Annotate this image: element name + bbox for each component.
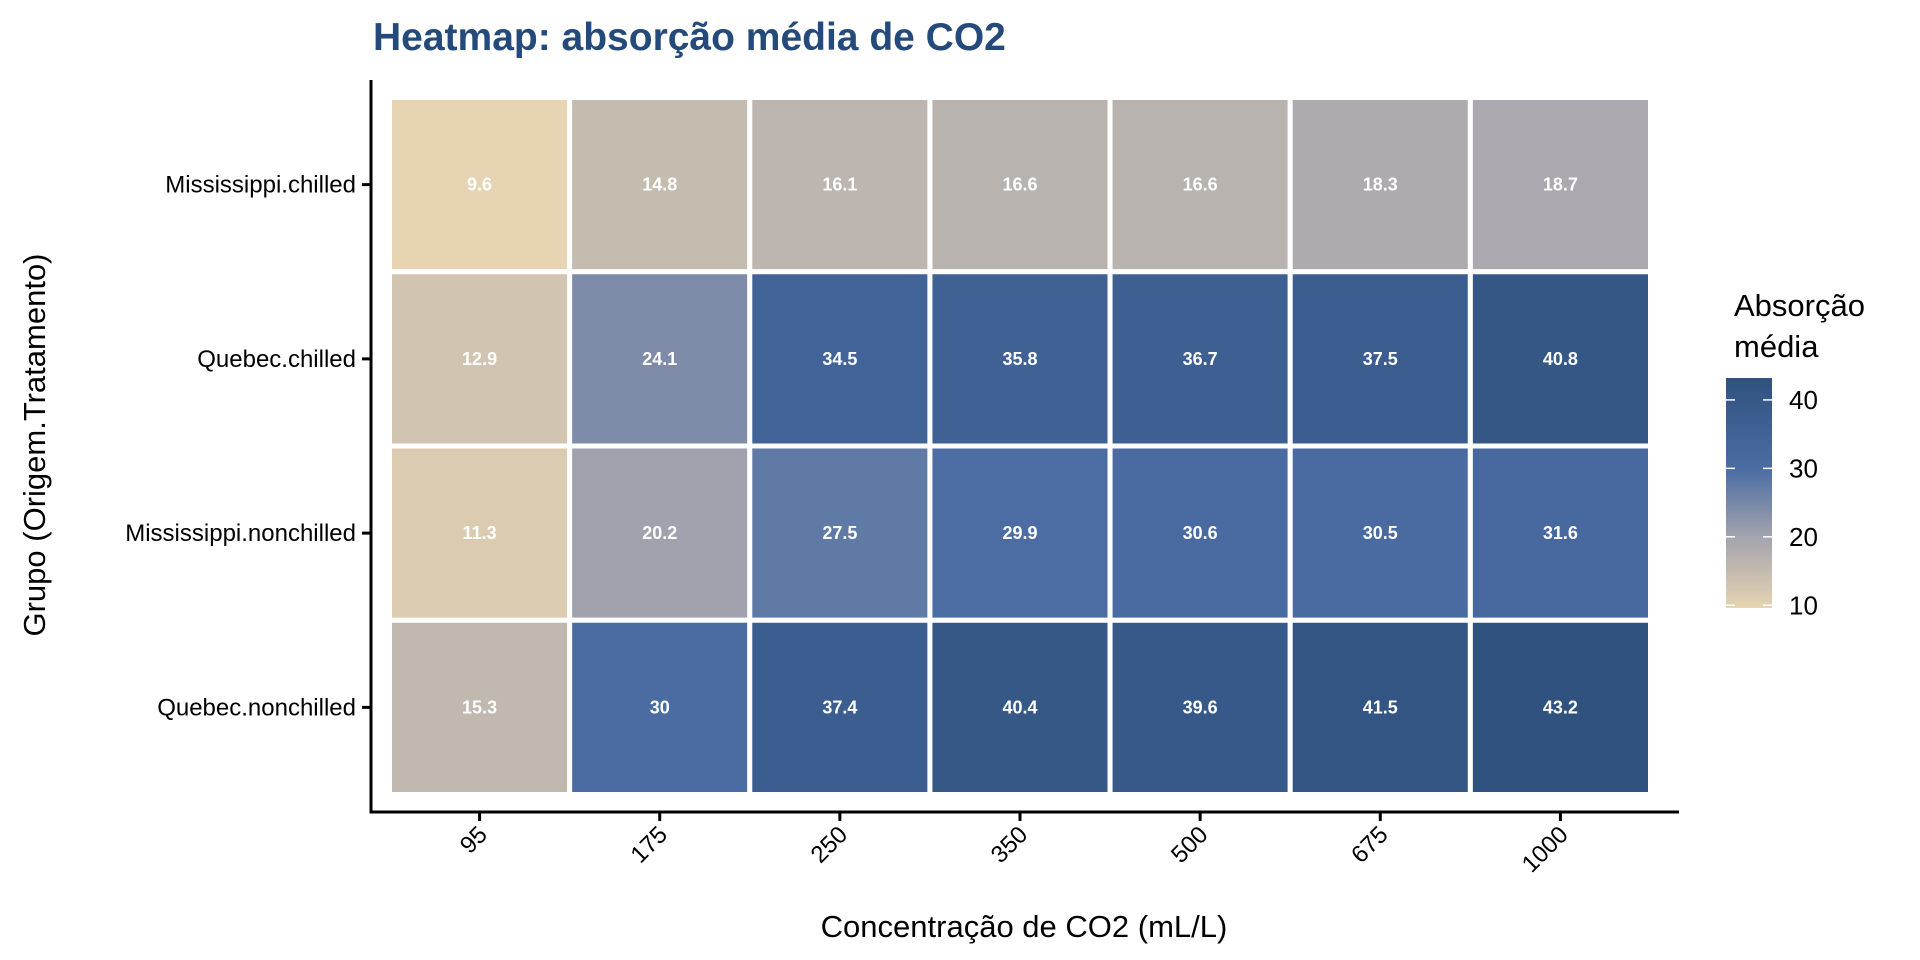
y-tick-label: Mississippi.nonchilled <box>125 520 356 547</box>
y-axis-ticks: Mississippi.chilled Quebec.chilled Mississ… <box>125 172 370 721</box>
cell-value-label: 11.3 <box>463 523 497 543</box>
x-tick-label: 500 <box>1166 821 1213 868</box>
legend-title-line-2: média <box>1734 329 1819 364</box>
cell-value-label: 29.9 <box>1002 523 1037 543</box>
heatmap-tile <box>747 269 933 449</box>
cell-value-label: 40.8 <box>1543 349 1578 369</box>
heatmap-tile <box>747 443 933 623</box>
heatmap-cell-labels: 9.6 14.8 16.1 16.6 16.6 18.3 18.7 12.9 24.1 34.5 3… <box>462 175 1578 718</box>
heatmap-tile <box>1287 443 1473 623</box>
cell-value-label: 18.7 <box>1543 175 1578 195</box>
cell-value-label: 15.3 <box>462 697 497 717</box>
x-tick-label: 250 <box>806 821 853 868</box>
x-axis-ticks: 95 175 250 350 500 675 1000 <box>455 813 1574 878</box>
x-tick-label: 675 <box>1346 821 1393 868</box>
heatmap-tile <box>387 617 573 797</box>
cell-value-label: 35.8 <box>1002 349 1037 369</box>
chart-title: Heatmap: absorção média de CO2 <box>373 16 1006 59</box>
heatmap-tile <box>927 617 1113 797</box>
heatmap-tile <box>1107 443 1293 623</box>
y-tick-label: Mississippi.chilled <box>165 172 356 199</box>
cell-value-label: 16.1 <box>822 175 857 195</box>
cell-value-label: 16.6 <box>1002 175 1037 195</box>
x-tick-label: 1000 <box>1517 821 1574 878</box>
cell-value-label: 34.5 <box>822 349 857 369</box>
cell-value-label: 9.6 <box>467 175 492 195</box>
heatmap-tile <box>1467 269 1654 449</box>
legend-ticks: 10 20 30 40 <box>1726 385 1818 620</box>
heatmap-tile <box>1467 443 1654 623</box>
cell-value-label: 24.1 <box>642 349 677 369</box>
legend-tick-label: 40 <box>1789 385 1818 415</box>
legend-tick-label: 10 <box>1789 590 1818 620</box>
heatmap-tiles <box>387 95 1654 797</box>
legend-tick-label: 20 <box>1789 522 1818 552</box>
x-axis-title: Concentração de CO2 (mL/L) <box>821 909 1228 944</box>
cell-value-label: 36.7 <box>1183 349 1218 369</box>
x-tick-label: 95 <box>455 821 493 859</box>
y-tick-label: Quebec.chilled <box>197 346 356 373</box>
heatmap-tile <box>1287 617 1473 797</box>
cell-value-label: 27.5 <box>822 523 857 543</box>
heatmap-tile <box>1467 617 1654 797</box>
cell-value-label: 37.4 <box>822 697 857 717</box>
cell-value-label: 30 <box>650 697 670 717</box>
heatmap-tile <box>567 443 753 623</box>
legend-colorbar <box>1726 378 1772 608</box>
x-tick-label: 350 <box>986 821 1033 868</box>
cell-value-label: 43.2 <box>1543 697 1578 717</box>
cell-value-label: 39.6 <box>1183 697 1218 717</box>
cell-value-label: 30.5 <box>1363 523 1398 543</box>
cell-value-label: 40.4 <box>1002 697 1037 717</box>
cell-value-label: 41.5 <box>1363 697 1398 717</box>
cell-value-label: 20.2 <box>642 523 677 543</box>
color-legend: Absorção média 10 20 30 40 <box>1726 288 1865 620</box>
heatmap-tile <box>567 617 753 797</box>
heatmap-tile <box>1287 95 1473 275</box>
cell-value-label: 37.5 <box>1363 349 1398 369</box>
cell-value-label: 12.9 <box>462 349 497 369</box>
heatmap-tile <box>567 95 753 275</box>
heatmap-tile <box>387 269 573 449</box>
cell-value-label: 30.6 <box>1183 523 1218 543</box>
x-tick-label: 175 <box>626 821 673 868</box>
heatmap-tile <box>387 95 573 275</box>
cell-value-label: 31.6 <box>1543 523 1578 543</box>
heatmap-tile <box>927 443 1113 623</box>
legend-tick-label: 30 <box>1789 453 1818 483</box>
heatmap-tile <box>1107 269 1293 449</box>
cell-value-label: 16.6 <box>1183 175 1218 195</box>
y-axis-title: Grupo (Origem.Tratamento) <box>17 253 52 636</box>
legend-title-line-1: Absorção <box>1734 288 1865 323</box>
cell-value-label: 14.8 <box>642 175 677 195</box>
cell-value-label: 18.3 <box>1363 175 1398 195</box>
y-tick-label: Quebec.nonchilled <box>157 694 356 721</box>
